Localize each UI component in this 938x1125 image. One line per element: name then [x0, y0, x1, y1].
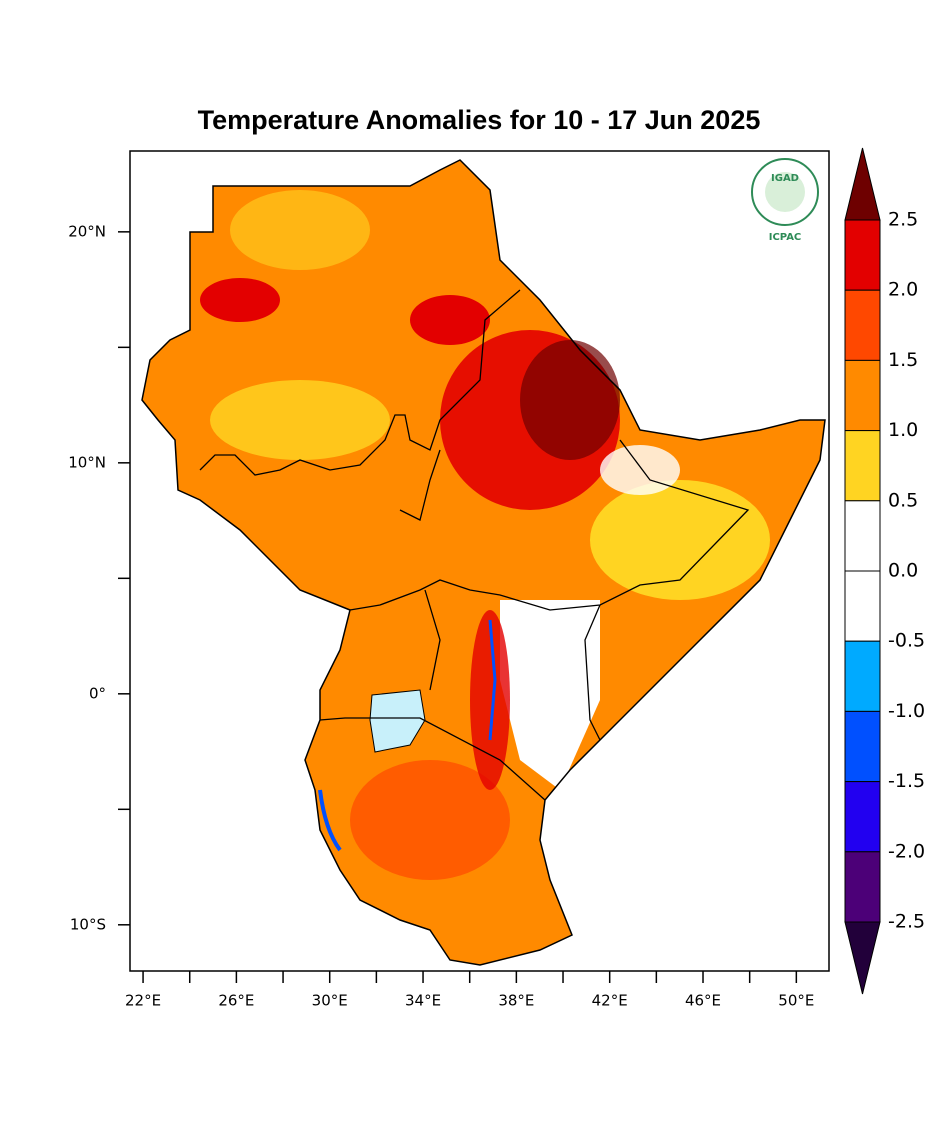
colorbar-box	[844, 781, 881, 853]
colorbar-label: -1.5	[888, 770, 925, 792]
colorbar-label: 0.5	[888, 489, 918, 511]
border	[584, 604, 601, 741]
plot-frame	[129, 150, 830, 972]
logo-globe	[765, 172, 805, 212]
colorbar-box	[844, 640, 881, 712]
region	[200, 278, 280, 322]
logo-centre: ICPAC	[769, 232, 802, 243]
colorbar-label: 2.5	[888, 209, 918, 231]
y-tick-label: 0°	[89, 684, 106, 702]
chart-title: Temperature Anomalies for 10 - 17 Jun 20…	[198, 105, 761, 135]
x-tick-label: 34°E	[405, 992, 441, 1010]
x-tick-label: 22°E	[125, 992, 161, 1010]
border	[319, 717, 546, 801]
region	[590, 480, 770, 600]
colorbar-top-triangle	[844, 147, 881, 221]
region	[488, 619, 497, 741]
colorbar-box	[844, 359, 881, 432]
colorbar-box	[844, 570, 881, 642]
colorbar-label: 0.0	[888, 560, 918, 582]
region	[210, 380, 390, 460]
colorbar-box	[844, 430, 881, 502]
border	[199, 289, 521, 476]
logo: IGAD ICPAC	[751, 158, 819, 243]
colorbar-bottom-triangle	[844, 921, 881, 995]
x-tick-label: 26°E	[218, 992, 254, 1010]
land	[142, 160, 825, 965]
colorbar-box	[844, 500, 881, 572]
lake	[369, 689, 426, 753]
region	[410, 295, 490, 345]
coast	[141, 159, 826, 966]
region	[230, 190, 370, 270]
x-tick-label: 38°E	[498, 992, 534, 1010]
colorbar-box	[844, 851, 881, 923]
colorbar-label: -0.5	[888, 630, 925, 652]
x-tick-label: 50°E	[778, 992, 814, 1010]
y-tick-label: 20°N	[68, 222, 106, 240]
logo-name: IGAD	[771, 173, 799, 184]
colorbar-label: -1.0	[888, 700, 925, 722]
colorbar-box	[844, 219, 881, 291]
colorbar-label: 1.5	[888, 349, 918, 371]
region	[350, 760, 510, 880]
colorbar-box	[844, 289, 881, 361]
x-tick-label: 42°E	[592, 992, 628, 1010]
region	[520, 340, 620, 460]
region	[318, 789, 342, 852]
y-tick-label: 10°N	[68, 453, 106, 471]
x-tick-label: 30°E	[312, 992, 348, 1010]
border	[349, 439, 750, 611]
y-tick-label: 10°S	[70, 915, 106, 933]
region	[470, 610, 510, 790]
colorbar-label: -2.5	[888, 911, 925, 933]
border	[399, 449, 441, 521]
colorbar-label: 1.0	[888, 419, 918, 441]
region	[500, 600, 600, 790]
border	[424, 589, 441, 691]
colorbar-box	[844, 710, 881, 783]
colorbar-label: -2.0	[888, 840, 925, 862]
region	[600, 445, 680, 495]
map-field	[141, 159, 826, 966]
x-tick-label: 46°E	[685, 992, 721, 1010]
colorbar-label: 2.0	[888, 279, 918, 301]
